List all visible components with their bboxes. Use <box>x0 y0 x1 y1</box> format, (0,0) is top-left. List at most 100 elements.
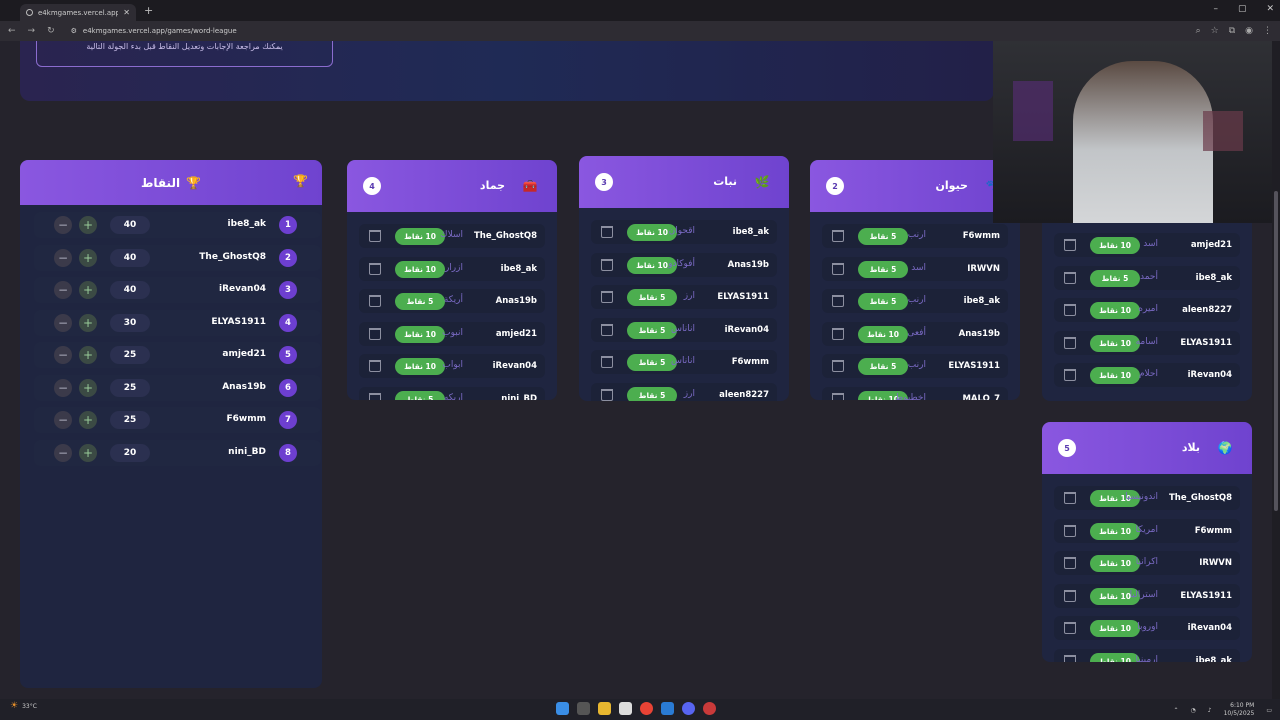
points-badge[interactable]: 10 نقاط <box>395 228 445 245</box>
points-badge[interactable]: 5 نقاط <box>627 386 677 401</box>
trash-icon[interactable] <box>1064 654 1076 662</box>
page-scrollbar[interactable] <box>1272 41 1280 699</box>
points-badge[interactable]: 5 نقاط <box>627 321 677 339</box>
trash-icon[interactable] <box>1064 369 1076 381</box>
trash-icon[interactable] <box>601 291 613 303</box>
forward-icon[interactable]: → <box>27 26 36 36</box>
trash-icon[interactable] <box>1064 589 1076 602</box>
trash-icon[interactable] <box>832 360 844 372</box>
app-icon[interactable] <box>703 702 716 715</box>
bookmark-star-icon[interactable]: ☆ <box>1210 26 1219 36</box>
points-badge[interactable]: 10 نقاط <box>1090 587 1140 605</box>
points-badge[interactable]: 10 نقاط <box>395 260 445 278</box>
plus-button[interactable]: + <box>79 216 97 234</box>
plus-button[interactable]: + <box>79 443 97 462</box>
points-badge[interactable]: 10 نقاط <box>1090 367 1140 384</box>
points-badge[interactable]: 10 نقاط <box>1090 490 1140 507</box>
trash-icon[interactable] <box>832 230 844 242</box>
chevron-up-icon[interactable]: ⌃ <box>1173 706 1179 714</box>
menu-icon[interactable]: ⋮ <box>1263 26 1272 36</box>
task-view-icon[interactable] <box>577 702 590 715</box>
file-explorer-icon[interactable] <box>598 702 611 715</box>
trash-icon[interactable] <box>601 388 613 401</box>
trash-icon[interactable] <box>1064 557 1076 569</box>
weather-widget[interactable]: ☀ 33°C <box>10 701 37 711</box>
trash-icon[interactable] <box>832 295 844 307</box>
discord-icon[interactable] <box>682 702 695 715</box>
points-badge[interactable]: 5 نقاط <box>1090 269 1140 287</box>
plus-button[interactable]: + <box>79 346 97 364</box>
trash-icon[interactable] <box>832 392 844 400</box>
back-icon[interactable]: ← <box>8 26 16 36</box>
minus-button[interactable]: − <box>54 443 72 462</box>
reload-icon[interactable]: ↻ <box>47 26 55 36</box>
points-badge[interactable]: 10 نقاط <box>858 390 908 400</box>
new-tab-button[interactable]: + <box>144 4 154 17</box>
trash-icon[interactable] <box>369 360 381 372</box>
trash-icon[interactable] <box>601 323 613 336</box>
browser-tab[interactable]: e4kmgames.vercel.app/games/w ✕ <box>20 3 136 22</box>
url-field[interactable]: e4kmgames.vercel.app/games/word-league <box>82 27 237 35</box>
store-icon[interactable] <box>619 702 632 715</box>
windows-start-icon[interactable] <box>556 702 569 715</box>
close-window-button[interactable]: ✕ <box>1266 4 1274 14</box>
points-badge[interactable]: 5 نقاط <box>395 390 445 400</box>
points-badge[interactable]: 10 نقاط <box>627 256 677 274</box>
profile-icon[interactable]: ◉ <box>1245 26 1253 36</box>
volume-icon[interactable]: ♪ <box>1207 706 1212 714</box>
scrollbar-thumb[interactable] <box>1274 191 1278 511</box>
plus-button[interactable]: + <box>79 281 97 299</box>
points-badge[interactable]: 10 نقاط <box>627 224 677 241</box>
trash-icon[interactable] <box>1064 271 1076 284</box>
trash-icon[interactable] <box>1064 524 1076 537</box>
clock[interactable]: 6:10 PM 10/5/2025 <box>1224 702 1255 718</box>
minus-button[interactable]: − <box>54 248 72 267</box>
points-badge[interactable]: 10 نقاط <box>395 358 445 375</box>
plus-button[interactable]: + <box>79 248 97 267</box>
minus-button[interactable]: − <box>54 378 72 397</box>
trash-icon[interactable] <box>369 262 381 275</box>
points-badge[interactable]: 5 نقاط <box>858 358 908 375</box>
maximize-button[interactable]: ▢ <box>1237 4 1247 14</box>
minus-button[interactable]: − <box>54 411 72 429</box>
trash-icon[interactable] <box>1064 304 1076 316</box>
trash-icon[interactable] <box>832 327 844 340</box>
zoom-icon[interactable]: ⌕ <box>1195 26 1201 36</box>
vscode-icon[interactable] <box>661 702 674 715</box>
points-badge[interactable]: 5 نقاط <box>858 293 908 310</box>
minus-button[interactable]: − <box>54 216 72 234</box>
points-badge[interactable]: 10 نقاط <box>395 325 445 343</box>
close-tab-icon[interactable]: ✕ <box>123 8 130 17</box>
trash-icon[interactable] <box>369 392 381 400</box>
minus-button[interactable]: − <box>54 313 72 332</box>
trash-icon[interactable] <box>601 258 613 271</box>
trash-icon[interactable] <box>832 262 844 275</box>
trash-icon[interactable] <box>601 226 613 238</box>
trash-icon[interactable] <box>601 356 613 368</box>
points-badge[interactable]: 5 نقاط <box>395 293 445 310</box>
trash-icon[interactable] <box>1064 239 1076 251</box>
minimize-button[interactable]: – <box>1213 4 1218 14</box>
trash-icon[interactable] <box>1064 622 1076 634</box>
points-badge[interactable]: 10 نقاط <box>1090 237 1140 254</box>
chrome-icon[interactable] <box>640 702 653 715</box>
points-badge[interactable]: 10 نقاط <box>1090 620 1140 637</box>
points-badge[interactable]: 10 نقاط <box>1090 522 1140 540</box>
extensions-icon[interactable]: ⧉ <box>1228 26 1236 36</box>
site-info-icon[interactable]: ⚙ <box>70 27 77 35</box>
points-badge[interactable]: 10 نقاط <box>1090 555 1140 572</box>
plus-button[interactable]: + <box>79 411 97 429</box>
points-badge[interactable]: 5 نقاط <box>627 354 677 371</box>
trash-icon[interactable] <box>1064 336 1076 349</box>
points-badge[interactable]: 10 نقاط <box>1090 334 1140 352</box>
points-badge[interactable]: 5 نقاط <box>858 228 908 245</box>
points-badge[interactable]: 10 نقاط <box>858 325 908 343</box>
plus-button[interactable]: + <box>79 378 97 397</box>
trash-icon[interactable] <box>1064 492 1076 504</box>
points-badge[interactable]: 5 نقاط <box>858 260 908 278</box>
minus-button[interactable]: − <box>54 346 72 364</box>
trash-icon[interactable] <box>369 230 381 242</box>
wifi-icon[interactable]: ◔ <box>1190 706 1196 714</box>
plus-button[interactable]: + <box>79 313 97 332</box>
points-badge[interactable]: 5 نقاط <box>627 289 677 306</box>
